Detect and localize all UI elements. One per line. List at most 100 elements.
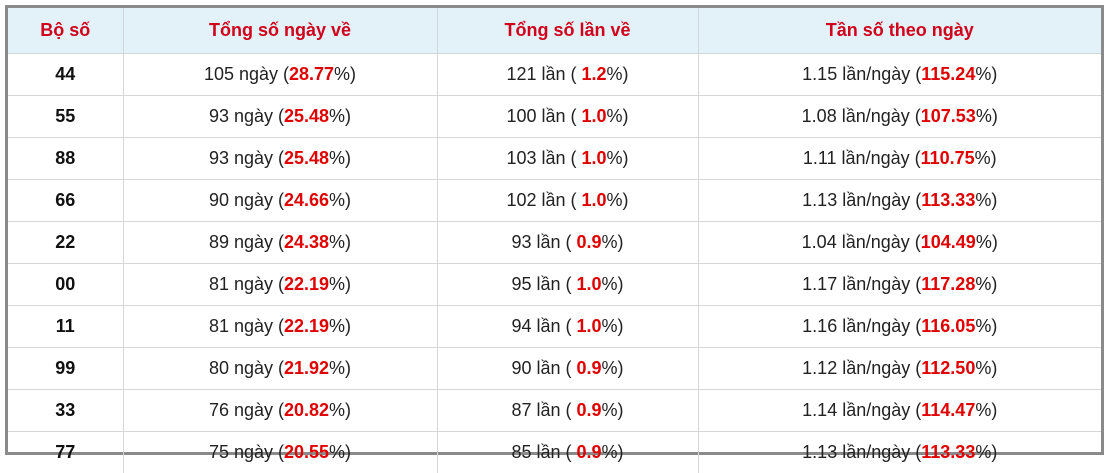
percent: 24.66 (284, 190, 329, 210)
cell: 102 lần ( 1.0%) (437, 180, 698, 222)
percent: 20.82 (284, 400, 329, 420)
cell: 1.11 lần/ngày (110.75%) (698, 138, 1101, 180)
cell: 93 lần ( 0.9%) (437, 222, 698, 264)
percent: 112.50 (921, 358, 975, 378)
cell-text: %) (329, 148, 351, 168)
cell-text: 105 ngày ( (204, 64, 289, 84)
cell-text: 76 ngày ( (209, 400, 284, 420)
percent: 20.55 (284, 442, 329, 462)
cell: 75 ngày (20.55%) (123, 432, 437, 473)
cell-text: %) (602, 232, 624, 252)
percent: 0.9 (577, 400, 602, 420)
percent: 110.75 (921, 148, 975, 168)
cell: 80 ngày (21.92%) (123, 348, 437, 390)
cell-text: %) (329, 400, 351, 420)
percent: 1.0 (582, 190, 607, 210)
cell-text: 100 lần ( (506, 106, 581, 126)
cell-text: 1.08 lần/ngày ( (802, 106, 921, 126)
cell-text: %) (975, 358, 997, 378)
cell-text: %) (602, 358, 624, 378)
cell: 81 ngày (22.19%) (123, 264, 437, 306)
number-pair: 88 (8, 138, 123, 180)
cell-text: 93 ngày ( (209, 106, 284, 126)
number-pair: 33 (8, 390, 123, 432)
cell: 85 lần ( 0.9%) (437, 432, 698, 473)
percent: 1.0 (577, 274, 602, 294)
number-pair: 55 (8, 96, 123, 138)
number-pair: 11 (8, 306, 123, 348)
cell-text: %) (329, 106, 351, 126)
column-header: Tổng số lần về (437, 8, 698, 54)
percent: 28.77 (289, 64, 334, 84)
cell-text: 1.14 lần/ngày ( (802, 400, 921, 420)
percent: 22.19 (284, 274, 329, 294)
cell-text: %) (975, 400, 997, 420)
cell-text: %) (329, 232, 351, 252)
cell: 90 lần ( 0.9%) (437, 348, 698, 390)
number-pair: 22 (8, 222, 123, 264)
percent: 1.0 (577, 316, 602, 336)
cell: 1.15 lần/ngày (115.24%) (698, 54, 1101, 96)
cell-text: %) (329, 358, 351, 378)
cell: 1.14 lần/ngày (114.47%) (698, 390, 1101, 432)
cell: 1.04 lần/ngày (104.49%) (698, 222, 1101, 264)
cell: 1.08 lần/ngày (107.53%) (698, 96, 1101, 138)
percent: 0.9 (577, 442, 602, 462)
cell-text: %) (975, 148, 997, 168)
cell-text: %) (329, 316, 351, 336)
cell-text: %) (976, 106, 998, 126)
column-header: Tần số theo ngày (698, 8, 1101, 54)
cell-text: %) (607, 190, 629, 210)
cell: 1.13 lần/ngày (113.33%) (698, 180, 1101, 222)
percent: 21.92 (284, 358, 329, 378)
cell-text: 89 ngày ( (209, 232, 284, 252)
cell-text: 90 ngày ( (209, 190, 284, 210)
cell-text: %) (602, 274, 624, 294)
percent: 113.33 (921, 190, 975, 210)
percent: 115.24 (921, 64, 975, 84)
cell: 121 lần ( 1.2%) (437, 54, 698, 96)
cell-text: 87 lần ( (511, 400, 576, 420)
number-pair: 99 (8, 348, 123, 390)
percent: 22.19 (284, 316, 329, 336)
percent: 116.05 (921, 316, 975, 336)
cell-text: 94 lần ( (511, 316, 576, 336)
percent: 104.49 (921, 232, 976, 252)
percent: 0.9 (577, 358, 602, 378)
percent: 107.53 (921, 106, 976, 126)
cell: 105 ngày (28.77%) (123, 54, 437, 96)
cell-text: %) (329, 274, 351, 294)
column-header: Bộ số (8, 8, 123, 54)
percent: 117.28 (921, 274, 975, 294)
cell-text: 93 ngày ( (209, 148, 284, 168)
cell: 89 ngày (24.38%) (123, 222, 437, 264)
cell-text: 1.12 lần/ngày ( (802, 358, 921, 378)
percent: 1.0 (582, 106, 607, 126)
cell-text: 80 ngày ( (209, 358, 284, 378)
cell-text: 1.04 lần/ngày ( (802, 232, 921, 252)
cell-text: %) (329, 190, 351, 210)
cell: 103 lần ( 1.0%) (437, 138, 698, 180)
percent: 25.48 (284, 106, 329, 126)
cell-text: %) (334, 64, 356, 84)
cell-text: 81 ngày ( (209, 316, 284, 336)
percent: 24.38 (284, 232, 329, 252)
cell-text: 1.15 lần/ngày ( (802, 64, 921, 84)
cell-text: %) (976, 232, 998, 252)
cell-text: %) (975, 442, 997, 462)
cell-text: 90 lần ( (511, 358, 576, 378)
percent: 1.2 (582, 64, 607, 84)
cell: 1.13 lần/ngày (113.33%) (698, 432, 1101, 473)
cell-text: 121 lần ( (506, 64, 581, 84)
